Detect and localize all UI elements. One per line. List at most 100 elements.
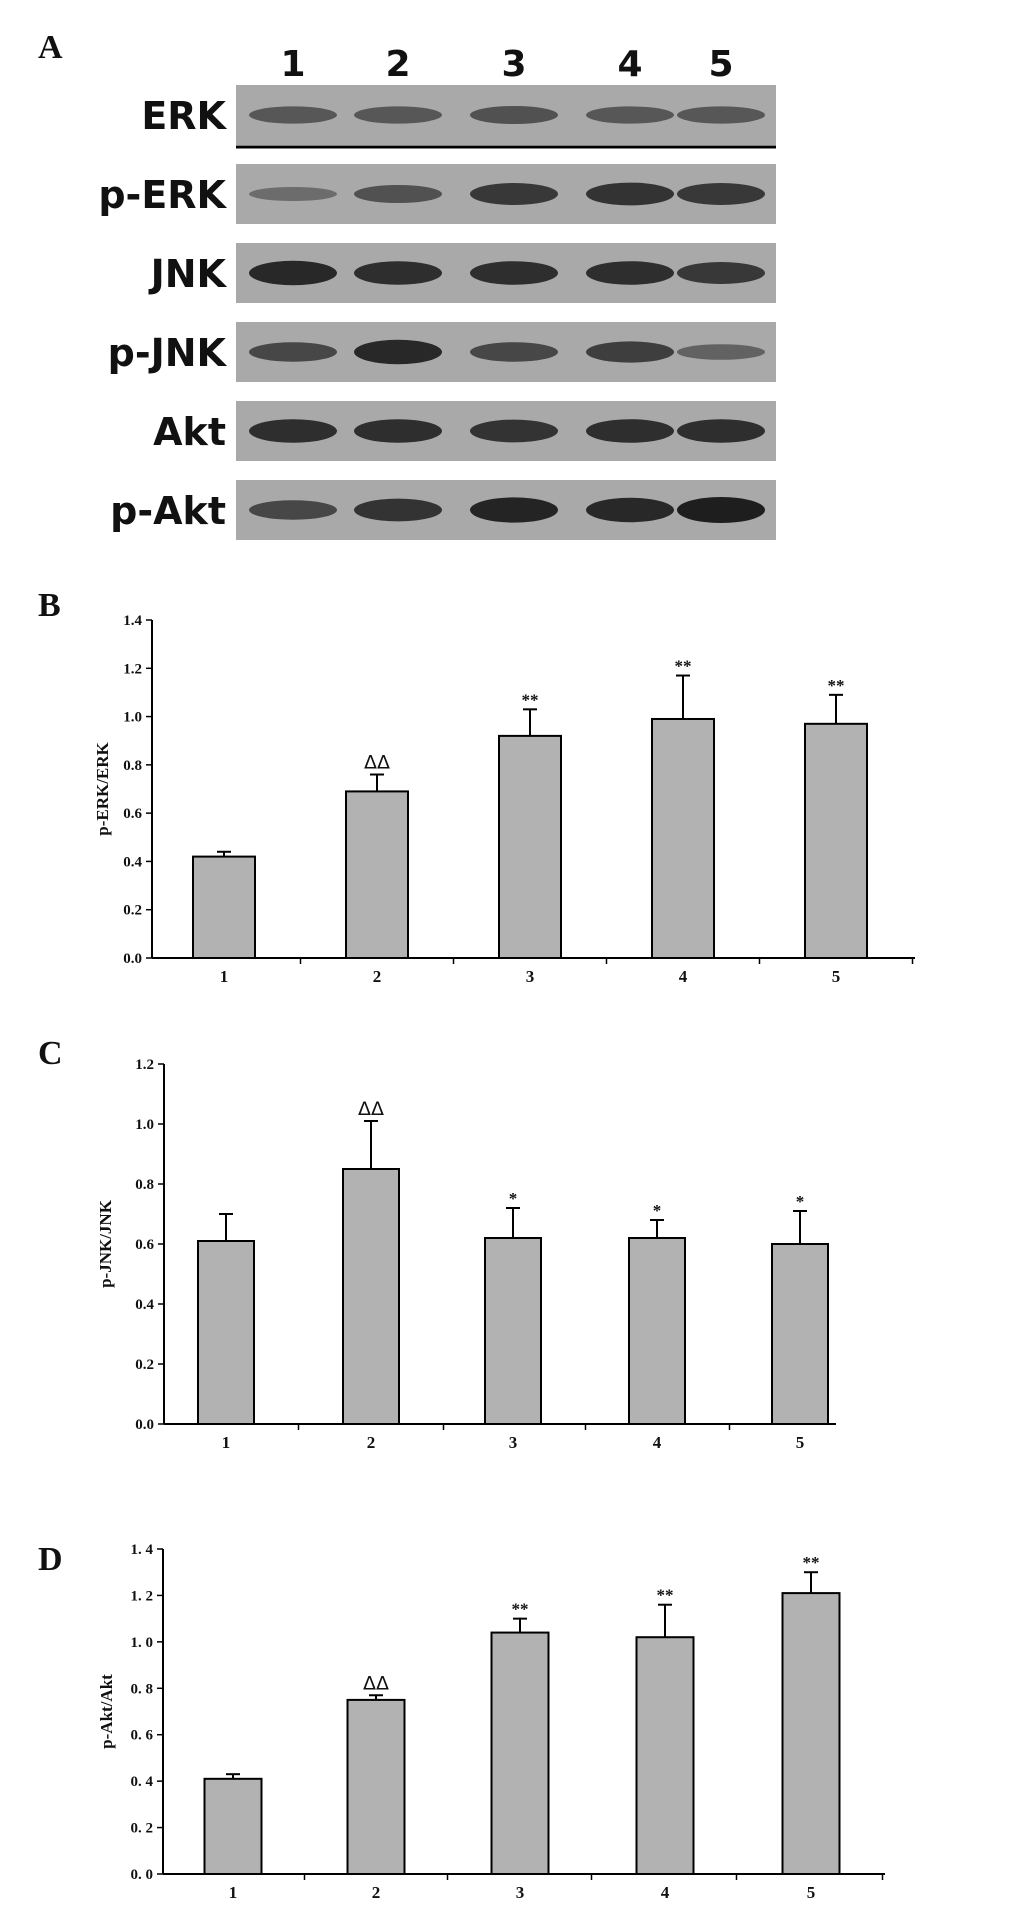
blot-band <box>586 106 674 124</box>
y-tick-label: 0.2 <box>123 903 142 919</box>
y-tick-label: 0.8 <box>123 758 142 774</box>
blot-label: JNK <box>148 252 228 296</box>
x-tick-label: 4 <box>661 1883 670 1902</box>
bar <box>197 1240 255 1425</box>
blot-band <box>677 106 765 124</box>
panel-letter-b: B <box>38 587 61 624</box>
blot-band <box>470 497 558 523</box>
y-tick-label: 1.2 <box>135 1057 154 1073</box>
chart-panel-d: 0. 0 0. 2 0. 4 0. 6 0. 8 1. 0 1. 2 1. 4 1 ΔΔ 2 ** 3 *… <box>97 1542 885 1902</box>
y-tick-label: 0.6 <box>135 1237 154 1253</box>
y-tick-label: 0. 0 <box>131 1867 154 1883</box>
bar-charts: B C D 0.00.20.40.60.81.01.21.41ΔΔ2**3**4… <box>38 587 915 1902</box>
blot-band <box>677 183 765 205</box>
y-axis-label: p-JNK/JNK <box>96 1199 115 1288</box>
bar <box>490 1631 550 1875</box>
bar <box>203 1777 263 1875</box>
bar <box>804 722 868 959</box>
bar <box>498 734 562 960</box>
blot-band <box>586 182 674 206</box>
lane-label-5: 5 <box>708 44 733 85</box>
bar <box>781 1592 841 1876</box>
blot-band <box>677 419 765 443</box>
y-tick-label: 0. 8 <box>131 1681 154 1697</box>
blot-band <box>470 342 558 362</box>
blot-band <box>677 497 765 523</box>
panel-letter-c: C <box>38 1035 63 1072</box>
y-tick-label: 1.4 <box>123 613 142 629</box>
blot-band <box>470 106 558 124</box>
y-tick-label: 0.2 <box>135 1357 154 1373</box>
blot-row-erk: ERK <box>141 85 776 145</box>
lane-label-4: 4 <box>617 44 642 85</box>
blot-band <box>249 500 337 520</box>
x-tick-label: 5 <box>807 1883 816 1902</box>
y-tick-label: 1. 2 <box>131 1588 154 1604</box>
y-tick-label: 0.0 <box>135 1417 154 1433</box>
x-tick-label: 5 <box>796 1433 805 1452</box>
y-tick-label: 0.6 <box>123 806 142 822</box>
x-tick-label: 5 <box>832 967 841 986</box>
bar <box>651 717 715 959</box>
blot-band <box>354 185 442 203</box>
blot-label: p-ERK <box>98 173 227 217</box>
blot-row-jnk: JNK <box>148 243 776 303</box>
significance-marker: * <box>509 1189 518 1208</box>
blot-band <box>470 419 558 443</box>
significance-marker: ** <box>657 1586 674 1605</box>
panel-letter-a: A <box>38 29 63 66</box>
y-tick-label: 0. 6 <box>131 1728 154 1744</box>
blot-band <box>354 339 442 365</box>
blot-label: Akt <box>153 410 226 454</box>
lane-label-2: 2 <box>385 44 410 85</box>
blot-band <box>586 261 674 285</box>
blot-band <box>354 106 442 124</box>
y-tick-label: 0. 2 <box>131 1821 154 1837</box>
lane-label-1: 1 <box>280 44 305 85</box>
bar <box>345 790 409 960</box>
blot-row-akt: Akt <box>153 401 776 461</box>
blot-band <box>354 498 442 522</box>
blot-band <box>354 261 442 285</box>
x-tick-label: 1 <box>222 1433 231 1452</box>
y-tick-label: 1.0 <box>135 1117 154 1133</box>
blot-label: p-JNK <box>108 331 228 375</box>
y-tick-label: 0. 4 <box>131 1774 154 1790</box>
blot-band <box>586 341 674 363</box>
significance-marker: ** <box>512 1600 529 1619</box>
x-tick-label: 3 <box>516 1883 525 1902</box>
significance-marker: ΔΔ <box>364 752 390 774</box>
bar <box>342 1168 400 1425</box>
x-tick-label: 2 <box>367 1433 376 1452</box>
x-tick-label: 1 <box>229 1883 238 1902</box>
bar <box>192 855 256 959</box>
x-tick-label: 3 <box>526 967 535 986</box>
significance-marker: ** <box>522 690 539 709</box>
y-tick-label: 0.0 <box>123 951 142 967</box>
y-tick-label: 1.0 <box>123 710 142 726</box>
blot-band <box>586 419 674 443</box>
y-axis-label: p-Akt/Akt <box>97 1674 116 1749</box>
y-tick-label: 1. 0 <box>131 1635 154 1651</box>
y-tick-label: 0.4 <box>123 854 142 870</box>
blot-band <box>249 106 337 124</box>
x-tick-label: 4 <box>653 1433 662 1452</box>
blot-row-p-akt: p-Akt <box>110 480 776 540</box>
blot-band <box>249 187 337 201</box>
x-tick-label: 3 <box>509 1433 518 1452</box>
blot-rows: ERK p-ERK JNK p-JNK Akt p-Akt <box>98 85 776 540</box>
blot-row-p-erk: p-ERK <box>98 164 776 224</box>
y-tick-label: 0.4 <box>135 1297 154 1313</box>
blot-band <box>249 342 337 362</box>
blot-band <box>586 497 674 523</box>
bar <box>771 1243 829 1425</box>
x-tick-label: 4 <box>679 967 688 986</box>
bar <box>484 1237 542 1425</box>
significance-marker: * <box>653 1201 662 1220</box>
blot-band <box>677 262 765 284</box>
significance-marker: ** <box>675 657 692 676</box>
bar <box>635 1636 695 1875</box>
significance-marker: ΔΔ <box>363 1672 389 1694</box>
blot-band <box>249 260 337 286</box>
